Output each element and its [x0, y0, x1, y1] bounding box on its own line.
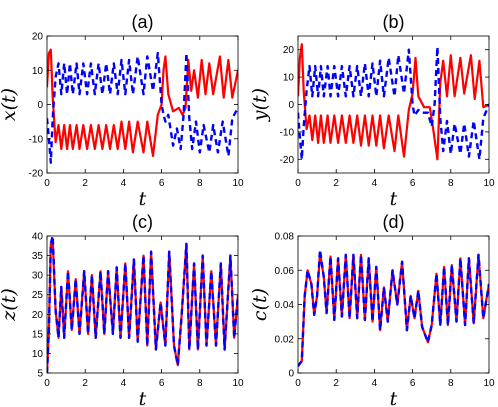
x-tick-label: 0 — [44, 378, 50, 389]
y-tick-label: 5 — [37, 369, 43, 380]
x-tick-label: 8 — [197, 378, 203, 389]
y-axis-label: c(t) — [249, 288, 271, 321]
y-tick-label: 20 — [32, 310, 44, 321]
plot-frame — [297, 35, 490, 174]
y-tick-label: 20 — [32, 32, 44, 43]
series-line-blue-dashed — [47, 236, 238, 373]
panel-0: 0 2 4 6 8 10 -20 -10 0 10 20 (a) t x(t) — [0, 12, 244, 210]
series-line-red-solid — [47, 48, 238, 157]
x-tick-label: 0 — [295, 378, 301, 389]
y-tick-label: -20 — [29, 169, 44, 180]
y-tick-label: 0.08 — [275, 232, 295, 243]
y-tick-label: 10 — [283, 73, 295, 84]
x-tick-label: 4 — [372, 178, 378, 189]
x-tick-label: 4 — [121, 378, 127, 389]
panel-title: (b) — [383, 12, 405, 32]
y-tick-label: 40 — [32, 232, 44, 243]
x-tick-label: 8 — [448, 178, 454, 189]
x-tick-label: 2 — [333, 178, 339, 189]
y-tick-label: 0.02 — [275, 334, 295, 345]
x-tick-label: 6 — [410, 378, 416, 389]
series-line-blue-dashed — [298, 248, 489, 367]
panel-1: 0 2 4 6 8 10 -20 -10 0 10 20 (b) t y(t) — [249, 12, 495, 210]
x-tick-label: 2 — [333, 378, 339, 389]
x-tick-label: 10 — [483, 178, 495, 189]
panel-title: (d) — [383, 212, 405, 232]
y-tick-label: 15 — [32, 329, 44, 340]
y-axis-label: y(t) — [249, 88, 271, 122]
x-tick-label: 0 — [295, 178, 301, 189]
y-tick-label: 20 — [283, 45, 295, 56]
x-tick-label: 8 — [448, 378, 454, 389]
y-tick-label: 30 — [32, 271, 44, 282]
y-tick-label: -10 — [280, 127, 295, 138]
y-tick-label: 0 — [288, 369, 294, 380]
x-tick-label: 6 — [410, 178, 416, 189]
x-tick-label: 2 — [82, 378, 88, 389]
plot-frame — [46, 235, 239, 374]
y-axis-label: x(t) — [0, 88, 20, 121]
x-tick-label: 8 — [197, 178, 203, 189]
y-tick-label: 10 — [32, 66, 44, 77]
y-tick-label: 10 — [32, 349, 44, 360]
y-axis-label: z(t) — [0, 288, 20, 321]
panel-3: 0 2 4 6 8 10 0 0.02 0.04 0.06 0.08 (d) t c(t) — [249, 212, 495, 407]
y-tick-label: -10 — [29, 134, 44, 145]
x-tick-label: 0 — [44, 178, 50, 189]
panel-title: (c) — [132, 212, 153, 232]
y-tick-label: 0 — [37, 100, 43, 111]
x-tick-label: 6 — [159, 178, 165, 189]
x-tick-label: 6 — [159, 378, 165, 389]
x-tick-label: 2 — [82, 178, 88, 189]
x-axis-label: t — [390, 188, 398, 210]
y-tick-label: 35 — [32, 251, 44, 262]
y-tick-label: 0 — [288, 100, 294, 111]
series-line-blue-dashed — [47, 51, 238, 164]
y-tick-label: 25 — [32, 290, 44, 301]
x-tick-label: 10 — [232, 378, 244, 389]
x-tick-label: 4 — [121, 178, 127, 189]
panel-2: 0 2 4 6 8 10 5 10 15 20 25 30 35 40 (c) t z(t) — [0, 212, 244, 407]
x-axis-label: t — [139, 388, 147, 407]
y-tick-label: -20 — [280, 155, 295, 166]
y-tick-label: 0.06 — [275, 266, 295, 277]
x-tick-label: 10 — [483, 378, 495, 389]
series-line-blue-dashed — [298, 45, 489, 161]
x-tick-label: 4 — [372, 378, 378, 389]
series-line-red-solid — [298, 43, 489, 161]
x-axis-label: t — [139, 188, 147, 210]
panel-title: (a) — [132, 12, 154, 32]
x-axis-label: t — [390, 388, 398, 407]
y-tick-label: 0.04 — [275, 300, 295, 311]
x-tick-label: 10 — [232, 178, 244, 189]
